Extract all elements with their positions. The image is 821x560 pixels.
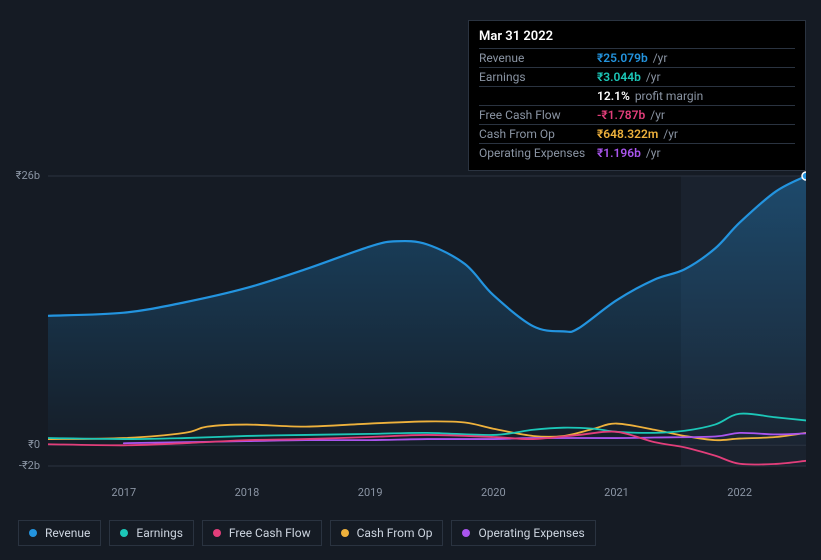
tooltip-row-margin: 12.1% profit margin — [479, 86, 795, 105]
tooltip-row-fcf: Free Cash Flow-₹1.787b /yr — [479, 105, 795, 124]
tooltip-label: Operating Expenses — [479, 146, 597, 160]
tooltip-label: Free Cash Flow — [479, 108, 597, 122]
tooltip-value: ₹1.196b /yr — [597, 146, 661, 160]
tooltip-label: Cash From Op — [479, 127, 597, 141]
chart-legend: Revenue Earnings Free Cash Flow Cash From O… — [18, 520, 596, 546]
tooltip-rows-container: Revenue₹25.079b /yrEarnings₹3.044b /yr12… — [479, 48, 795, 162]
x-tick-label: 2020 — [481, 486, 506, 499]
x-tick-label: 2019 — [358, 486, 383, 499]
tooltip-date: Mar 31 2022 — [479, 27, 795, 48]
tooltip-row-earnings: Earnings₹3.044b /yr — [479, 67, 795, 86]
legend-item-cashop[interactable]: Cash From Op — [330, 520, 444, 546]
tooltip-value: ₹3.044b /yr — [597, 70, 661, 84]
x-tick-label: 2022 — [727, 486, 752, 499]
legend-item-earnings[interactable]: Earnings — [109, 520, 194, 546]
legend-dot-icon — [120, 529, 128, 537]
y-tick-label: -₹2b — [0, 459, 40, 472]
y-tick-label: ₹0 — [0, 438, 40, 451]
x-tick-label: 2018 — [235, 486, 260, 499]
tooltip-value: ₹648.322m /yr — [597, 127, 678, 141]
tooltip-row-revenue: Revenue₹25.079b /yr — [479, 48, 795, 67]
legend-item-opex[interactable]: Operating Expenses — [451, 520, 595, 546]
legend-dot-icon — [213, 529, 221, 537]
legend-item-fcf[interactable]: Free Cash Flow — [202, 520, 322, 546]
x-tick-label: 2021 — [604, 486, 629, 499]
plot-group — [48, 172, 806, 466]
x-tick-label: 2017 — [111, 486, 136, 499]
chart-area[interactable]: ₹26b₹0-₹2b 201720182019202020212022 — [18, 160, 806, 480]
legend-label: Cash From Op — [357, 526, 433, 540]
legend-label: Operating Expenses — [478, 526, 584, 540]
tooltip-row-cashop: Cash From Op₹648.322m /yr — [479, 124, 795, 143]
legend-dot-icon — [341, 529, 349, 537]
tooltip-label: Revenue — [479, 51, 597, 65]
legend-label: Earnings — [136, 526, 183, 540]
end-marker — [802, 172, 806, 180]
chart-tooltip: Mar 31 2022 Revenue₹25.079b /yrEarnings₹… — [468, 20, 806, 171]
chart-svg — [48, 160, 806, 480]
tooltip-label: Earnings — [479, 70, 597, 84]
legend-item-revenue[interactable]: Revenue — [18, 520, 101, 546]
tooltip-label — [479, 89, 597, 103]
tooltip-value: ₹25.079b /yr — [597, 51, 667, 65]
legend-label: Revenue — [45, 526, 90, 540]
legend-dot-icon — [29, 529, 37, 537]
y-tick-label: ₹26b — [0, 169, 40, 182]
tooltip-value: 12.1% profit margin — [597, 89, 703, 103]
tooltip-value: -₹1.787b /yr — [597, 108, 665, 122]
legend-dot-icon — [462, 529, 470, 537]
legend-label: Free Cash Flow — [229, 526, 311, 540]
